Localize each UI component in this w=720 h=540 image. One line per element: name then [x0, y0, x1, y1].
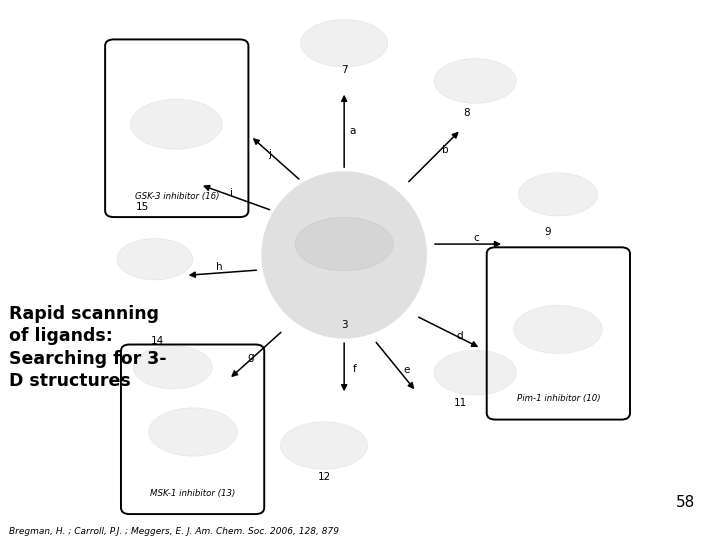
Text: 12: 12 [318, 472, 330, 482]
Text: 58: 58 [675, 495, 695, 510]
Text: 15: 15 [136, 202, 149, 212]
Ellipse shape [434, 58, 516, 104]
Ellipse shape [295, 217, 393, 271]
Text: b: b [441, 145, 449, 155]
Text: MSK-1 inhibitor (13): MSK-1 inhibitor (13) [150, 489, 235, 498]
Text: 3: 3 [341, 320, 348, 330]
Text: 14: 14 [150, 336, 163, 346]
Text: 8: 8 [463, 109, 470, 118]
Text: d: d [456, 331, 463, 341]
Text: 11: 11 [454, 399, 467, 408]
Ellipse shape [148, 408, 238, 456]
Text: 9: 9 [544, 227, 551, 237]
Ellipse shape [261, 171, 427, 339]
Text: h: h [216, 262, 223, 272]
Text: 7: 7 [341, 65, 348, 75]
Text: e: e [403, 365, 409, 375]
Text: Bregman, H. ; Carroll, P.J. ; Meggers, E. J. Am. Chem. Soc. 2006, 128, 879: Bregman, H. ; Carroll, P.J. ; Meggers, E… [9, 526, 339, 536]
Ellipse shape [130, 99, 222, 149]
Text: c: c [474, 233, 480, 242]
Text: g: g [247, 353, 254, 362]
Ellipse shape [301, 19, 387, 67]
Text: GSK-3 inhibitor (16): GSK-3 inhibitor (16) [135, 192, 219, 201]
Text: a: a [350, 126, 356, 136]
Ellipse shape [513, 305, 603, 354]
Text: f: f [353, 364, 357, 374]
Text: j: j [268, 149, 271, 159]
Text: Pim-1 inhibitor (10): Pim-1 inhibitor (10) [516, 394, 600, 403]
Ellipse shape [518, 173, 598, 216]
Ellipse shape [281, 422, 368, 469]
Ellipse shape [434, 350, 516, 395]
Ellipse shape [117, 239, 193, 280]
Text: Rapid scanning
of ligands:
Searching for 3-
D structures: Rapid scanning of ligands: Searching for… [9, 305, 167, 390]
Text: i: i [230, 188, 233, 198]
Ellipse shape [133, 346, 212, 389]
